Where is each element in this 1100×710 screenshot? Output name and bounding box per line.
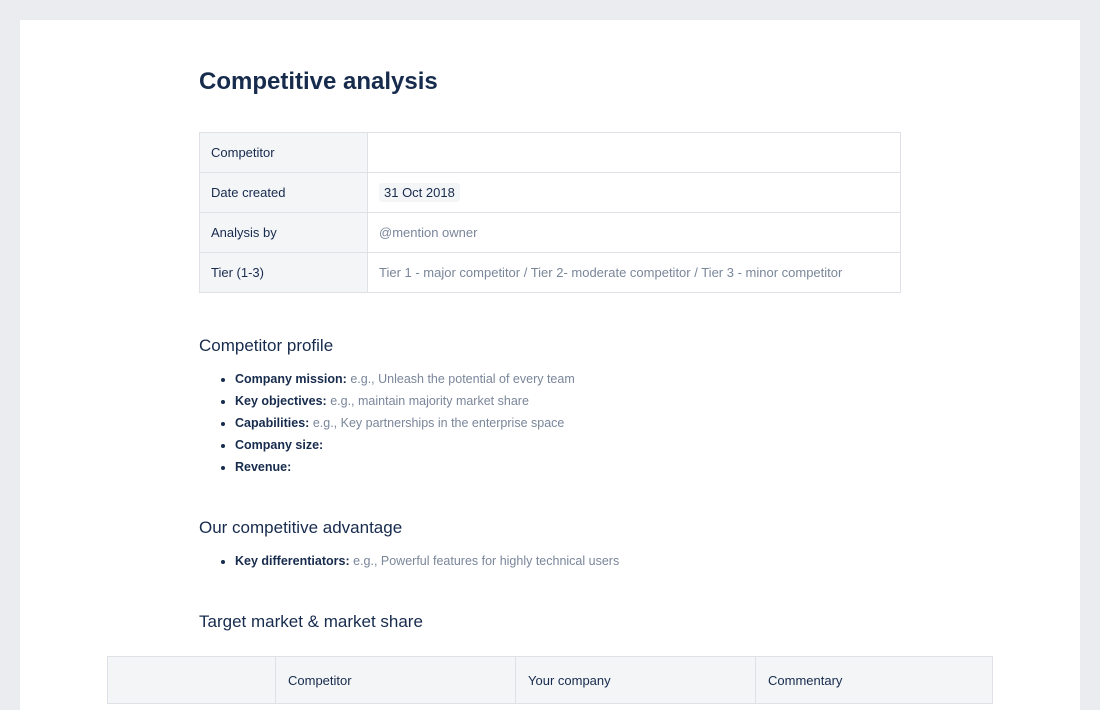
row-label: Tier (1-3): [199, 252, 368, 293]
row-label: Analysis by: [199, 212, 368, 253]
page-title: Competitive analysis: [199, 68, 438, 95]
row-value[interactable]: 31 Oct 2018: [367, 172, 901, 213]
list-item: Key differentiators: e.g., Powerful feat…: [235, 550, 619, 572]
row-label: Competitor: [199, 132, 368, 173]
advantage-list: Key differentiators: e.g., Powerful feat…: [217, 550, 619, 572]
row-value[interactable]: @mention owner: [367, 212, 901, 253]
section-heading: Our competitive advantage: [199, 518, 403, 537]
section-heading: Target market & market share: [199, 612, 423, 631]
column-header: Your company: [515, 656, 756, 704]
list-item: Capabilities: e.g., Key partnerships in …: [235, 412, 575, 434]
list-item: Key objectives: e.g., maintain majority …: [235, 390, 575, 412]
document-page: Competitive analysis Competitor Date cre…: [20, 20, 1080, 710]
column-header: [107, 656, 276, 704]
list-item: Company size:: [235, 434, 575, 456]
market-table: Competitor Your company Commentary: [107, 656, 993, 704]
column-header: Competitor: [275, 656, 516, 704]
table-row: Analysis by @mention owner: [199, 212, 901, 253]
row-value[interactable]: [367, 132, 901, 173]
column-header: Commentary: [755, 656, 993, 704]
table-row: Tier (1-3) Tier 1 - major competitor / Ti…: [199, 252, 901, 293]
list-item: Company mission: e.g., Unleash the poten…: [235, 368, 575, 390]
date-lozenge[interactable]: 31 Oct 2018: [379, 183, 460, 202]
list-item: Revenue:: [235, 456, 575, 478]
info-table: Competitor Date created 31 Oct 2018 Analy…: [199, 132, 901, 293]
table-row: Date created 31 Oct 2018: [199, 172, 901, 213]
row-value[interactable]: Tier 1 - major competitor / Tier 2- mode…: [367, 252, 901, 293]
table-row: Competitor: [199, 132, 901, 173]
section-heading: Competitor profile: [199, 336, 334, 355]
profile-list: Company mission: e.g., Unleash the poten…: [217, 368, 575, 478]
row-label: Date created: [199, 172, 368, 213]
table-header-row: Competitor Your company Commentary: [107, 656, 993, 704]
